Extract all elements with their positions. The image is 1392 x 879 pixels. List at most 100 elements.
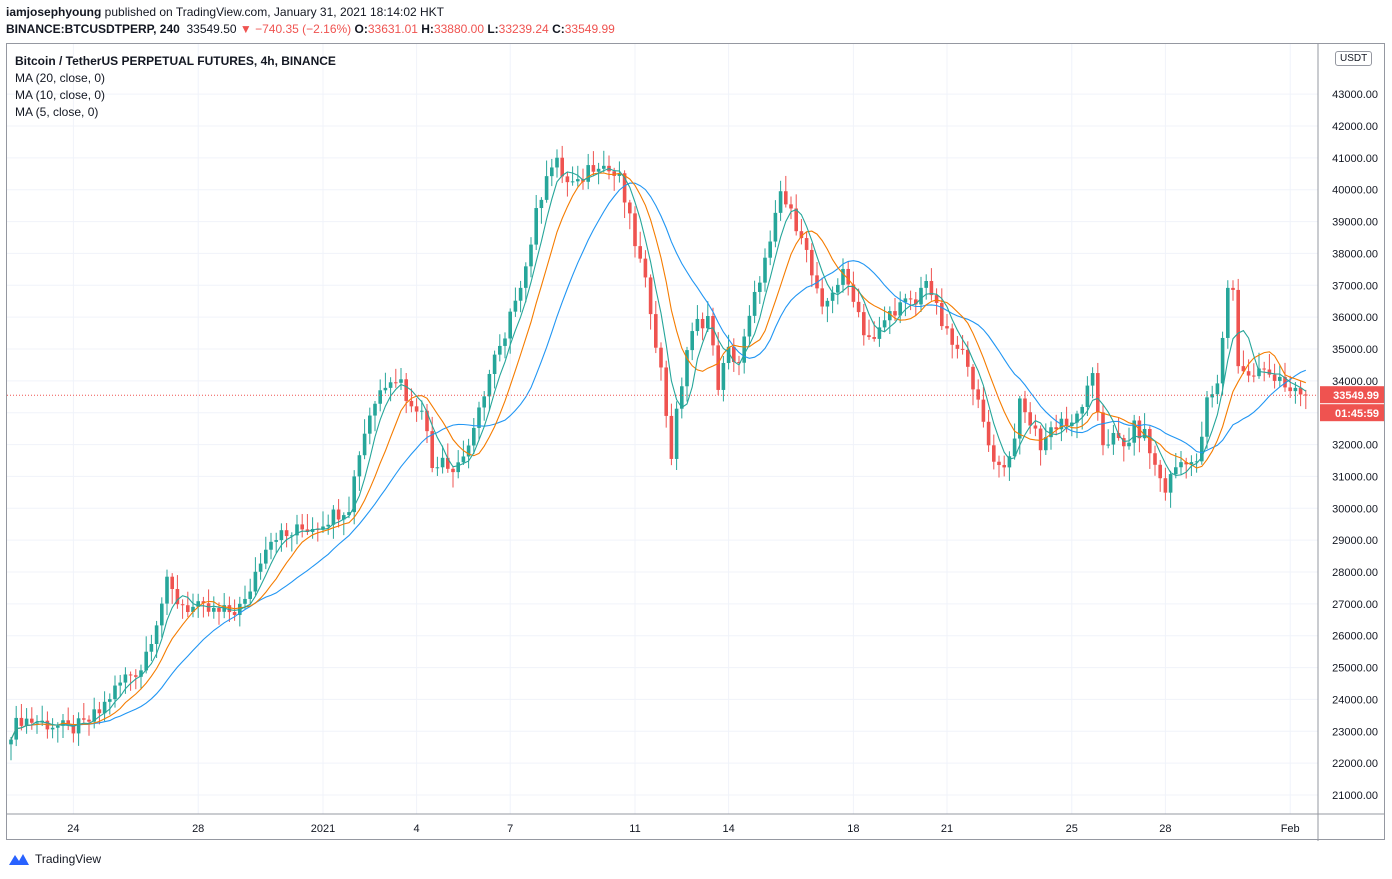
candle-body: [383, 387, 388, 391]
candle-body: [1293, 387, 1298, 392]
candle-body: [992, 445, 996, 462]
candle-body: [1023, 398, 1027, 413]
candle-body: [430, 431, 434, 469]
ma20-line: [10, 182, 1307, 740]
candle-body: [24, 718, 29, 726]
candle-body: [711, 316, 715, 346]
y-tick-label: 36000.00: [1332, 312, 1378, 324]
footer-brand[interactable]: TradingView: [7, 851, 101, 867]
candle-body: [503, 338, 507, 346]
candle-body: [290, 535, 294, 537]
candle-body: [279, 530, 284, 541]
candle-body: [617, 173, 622, 176]
candle-body: [555, 157, 559, 168]
candle-body: [763, 257, 767, 283]
candle-body: [50, 727, 55, 730]
low-value: 33239.24: [498, 22, 549, 36]
x-tick-label: 4: [414, 823, 420, 835]
candle-body: [726, 346, 731, 364]
candle-body: [1205, 397, 1209, 437]
candle-body: [1194, 461, 1199, 463]
candle-body: [877, 327, 882, 339]
candle-body: [175, 589, 180, 605]
low-label: L:: [487, 22, 499, 36]
candle-body: [836, 284, 840, 293]
candle-body: [534, 208, 538, 245]
candle-body: [1148, 428, 1152, 454]
candle-body: [908, 298, 913, 300]
candle-body: [1044, 437, 1048, 451]
candle-body: [248, 591, 252, 599]
candle-body: [357, 455, 362, 477]
y-tick-label: 38000.00: [1332, 248, 1378, 260]
x-tick-label: 28: [1159, 823, 1171, 835]
candle-body: [87, 719, 91, 722]
candle-body: [1075, 413, 1079, 423]
candle-body: [955, 344, 960, 349]
y-tick-label: 32000.00: [1332, 440, 1378, 452]
candle-body: [1090, 373, 1095, 386]
candle-body: [940, 302, 944, 327]
candle-body: [1278, 376, 1282, 381]
candle-body: [1132, 420, 1136, 443]
candle-body: [76, 718, 81, 734]
x-tick-label: 25: [1066, 823, 1078, 835]
y-tick-label: 35000.00: [1332, 344, 1378, 356]
candle-body: [799, 231, 804, 239]
candle-body: [1304, 394, 1308, 396]
candle-body: [1096, 373, 1100, 413]
legend-ma10[interactable]: MA (10, close, 0): [15, 88, 106, 102]
last-price: 33549.50: [186, 22, 237, 36]
legend-ma5[interactable]: MA (5, close, 0): [15, 105, 99, 119]
candle-body: [576, 179, 580, 182]
candle-body: [914, 299, 918, 305]
candle-body: [144, 651, 148, 671]
candle-body: [1080, 406, 1084, 414]
open-value: 33631.01: [367, 22, 418, 36]
candle-body: [628, 202, 632, 214]
legend-ma20[interactable]: MA (20, close, 0): [15, 71, 106, 85]
currency-badge[interactable]: USDT: [1335, 51, 1373, 66]
candle-body: [794, 208, 798, 232]
candle-body: [326, 524, 330, 527]
y-tick-label: 41000.00: [1332, 153, 1378, 165]
x-tick-label: 2021: [311, 823, 335, 835]
y-tick-label: 42000.00: [1332, 121, 1378, 133]
candle-body: [154, 625, 159, 644]
candle-body: [243, 598, 247, 604]
candle-body: [362, 433, 367, 456]
candle-body: [882, 320, 887, 328]
candle-body: [1179, 462, 1183, 468]
candle-body: [347, 512, 351, 516]
candle-body: [97, 709, 102, 714]
candle-body: [971, 366, 975, 390]
candle-body: [976, 389, 980, 400]
candle-body: [331, 509, 336, 525]
candle-body: [82, 718, 86, 720]
candle-body: [253, 571, 258, 592]
candle-body: [440, 457, 445, 468]
candle-body: [820, 288, 824, 307]
author-name: iamjosephyoung: [6, 5, 102, 19]
candle-body: [123, 674, 128, 683]
candle-body: [893, 311, 897, 316]
candle-body: [669, 415, 674, 459]
candle-body: [19, 717, 24, 726]
candle-body: [1111, 432, 1116, 445]
y-tick-label: 22000.00: [1332, 758, 1378, 770]
candle-body: [1028, 412, 1032, 426]
y-tick-label: 27000.00: [1332, 599, 1378, 611]
candle-body: [778, 191, 783, 213]
ma10-line: [10, 172, 1306, 740]
candle-body: [295, 524, 299, 536]
x-tick-label: 14: [722, 823, 734, 835]
candle-body: [399, 379, 403, 383]
candle-body: [165, 576, 169, 604]
candle-body: [414, 406, 419, 412]
y-tick-label: 21000.00: [1332, 790, 1378, 802]
candle-body: [1283, 376, 1287, 388]
y-tick-label: 43000.00: [1332, 89, 1378, 101]
candle-body: [1241, 366, 1246, 372]
candle-body: [1085, 385, 1090, 407]
